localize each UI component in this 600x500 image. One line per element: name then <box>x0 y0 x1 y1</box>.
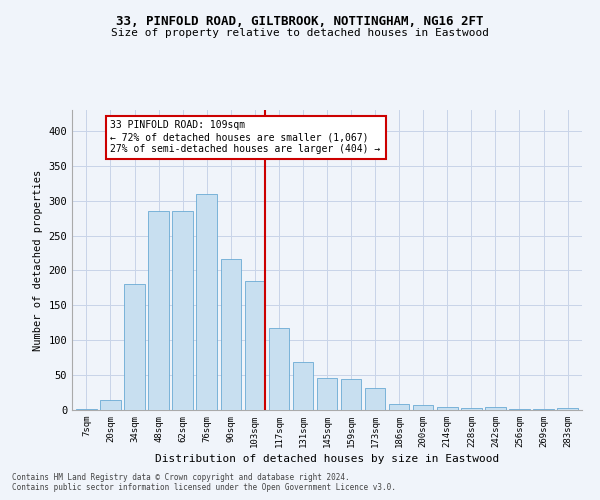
X-axis label: Distribution of detached houses by size in Eastwood: Distribution of detached houses by size … <box>155 454 499 464</box>
Bar <box>124 284 145 410</box>
Bar <box>341 378 361 410</box>
Bar <box>221 258 241 410</box>
Bar <box>365 388 385 410</box>
Bar <box>172 211 193 410</box>
Text: 33, PINFOLD ROAD, GILTBROOK, NOTTINGHAM, NG16 2FT: 33, PINFOLD ROAD, GILTBROOK, NOTTINGHAM,… <box>116 15 484 28</box>
Bar <box>485 407 506 410</box>
Bar <box>461 408 482 410</box>
Bar <box>293 362 313 410</box>
Y-axis label: Number of detached properties: Number of detached properties <box>33 170 43 350</box>
Bar <box>148 211 169 410</box>
Text: Size of property relative to detached houses in Eastwood: Size of property relative to detached ho… <box>111 28 489 38</box>
Bar <box>317 378 337 410</box>
Text: 33 PINFOLD ROAD: 109sqm
← 72% of detached houses are smaller (1,067)
27% of semi: 33 PINFOLD ROAD: 109sqm ← 72% of detache… <box>110 120 381 154</box>
Bar <box>100 400 121 410</box>
Bar <box>245 281 265 410</box>
Bar <box>413 405 433 410</box>
Bar <box>269 328 289 410</box>
Bar <box>196 194 217 410</box>
Bar <box>76 408 97 410</box>
Bar <box>557 408 578 410</box>
Text: Contains public sector information licensed under the Open Government Licence v3: Contains public sector information licen… <box>12 484 396 492</box>
Bar <box>437 407 458 410</box>
Bar <box>389 404 409 410</box>
Text: Contains HM Land Registry data © Crown copyright and database right 2024.: Contains HM Land Registry data © Crown c… <box>12 474 350 482</box>
